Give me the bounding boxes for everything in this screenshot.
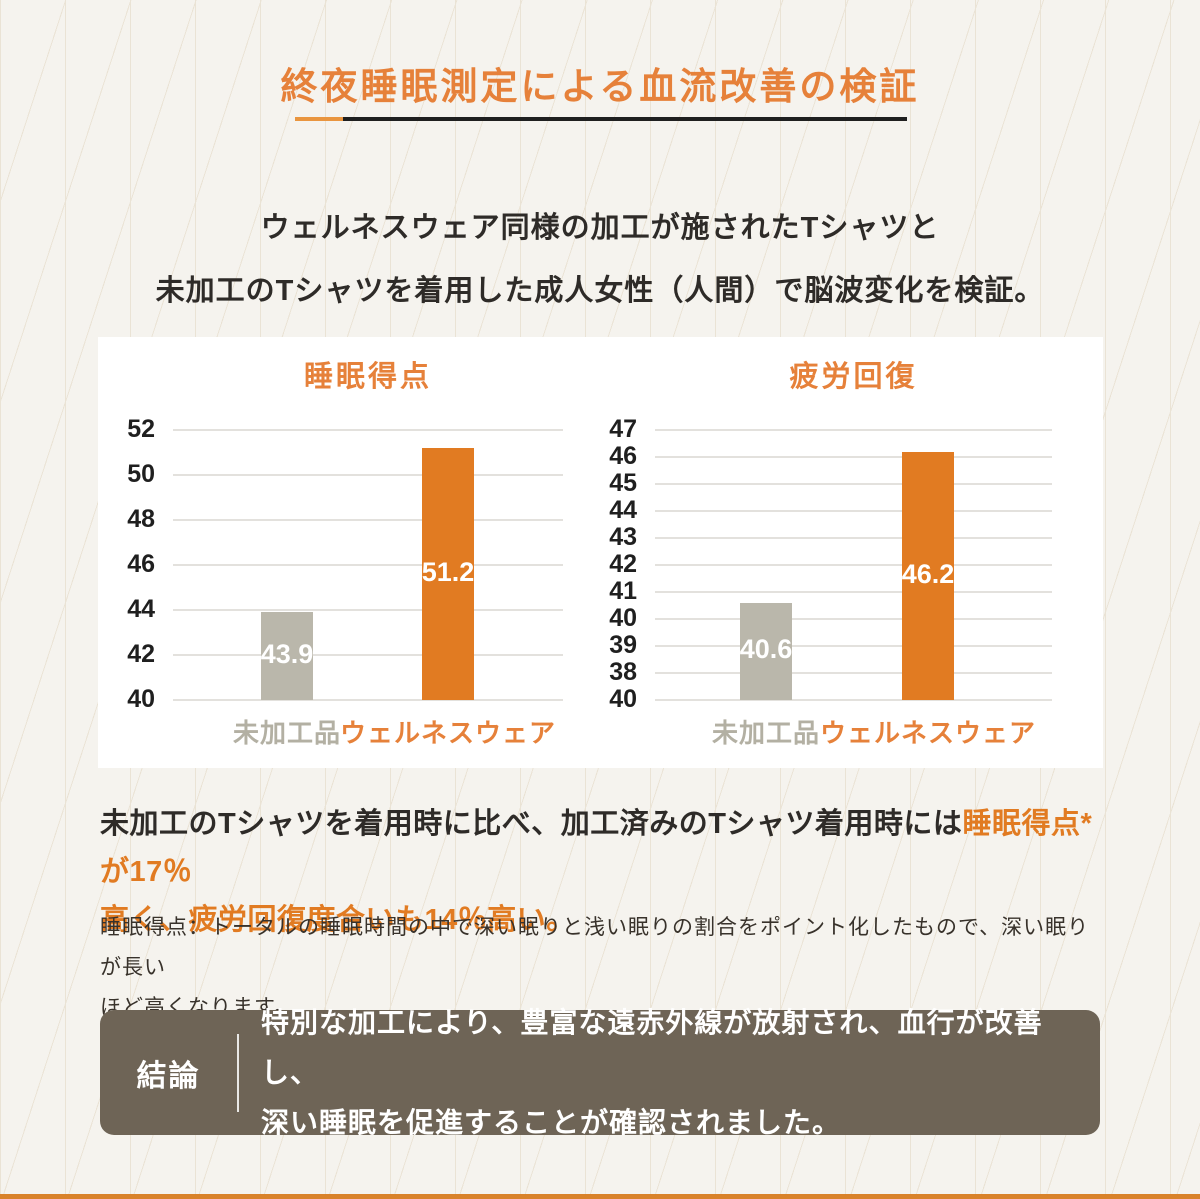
subtitle-line-2: 未加工のTシャツを着用した成人女性（人間）で脳波変化を検証。 bbox=[155, 275, 1045, 307]
y-axis-tick-label: 40 bbox=[609, 685, 637, 713]
y-axis-tick-label: 43 bbox=[609, 523, 637, 551]
y-axis-tick-label: 39 bbox=[609, 631, 637, 659]
y-axis-tick-label: 46 bbox=[127, 550, 155, 578]
conclusion-label: 結論 bbox=[136, 1059, 201, 1093]
results-line1-black: 未加工のTシャツを着用時に比べ、加工済みのTシャツ着用時には bbox=[100, 808, 963, 840]
category-label: ウェルネスウェア bbox=[339, 718, 556, 748]
y-axis-tick-label: 38 bbox=[609, 658, 637, 686]
y-axis-tick-label: 44 bbox=[127, 595, 155, 623]
bar bbox=[902, 451, 954, 700]
subtitle-line-1: ウェルネスウェア同様の加工が施されたTシャツと bbox=[260, 212, 940, 244]
gridline bbox=[655, 456, 1052, 458]
bar-value-label: 40.6 bbox=[739, 634, 793, 665]
chart-title: 疲労回復 bbox=[789, 361, 918, 393]
conclusion-line-1: 特別な加工により、豊富な遠赤外線が放射され、血行が改善し、 bbox=[261, 1006, 1043, 1088]
conclusion-divider bbox=[237, 1033, 239, 1112]
bottom-accent-bar bbox=[0, 1194, 1200, 1199]
gridline bbox=[173, 519, 563, 521]
bar-value-label: 43.9 bbox=[260, 639, 314, 670]
y-axis-tick-label: 44 bbox=[609, 496, 637, 524]
bar bbox=[261, 612, 313, 700]
category-label: 未加工品 bbox=[711, 718, 820, 748]
gridline bbox=[655, 483, 1052, 485]
gridline bbox=[173, 564, 563, 566]
gridline bbox=[173, 429, 563, 431]
y-axis-tick-label: 41 bbox=[609, 577, 637, 605]
y-axis-tick-label: 42 bbox=[127, 640, 155, 668]
page-title: 終夜睡眠測定による血流改善の検証 bbox=[280, 66, 920, 107]
gridline bbox=[655, 537, 1052, 539]
results-text: 未加工のTシャツを着用時に比べ、加工済みのTシャツ着用時には睡眠得点*が17％ … bbox=[100, 800, 1120, 944]
conclusion-line-2: 深い睡眠を促進することが確認されました。 bbox=[261, 1106, 842, 1138]
results-line-1: 未加工のTシャツを着用時に比べ、加工済みのTシャツ着用時には睡眠得点*が17％ bbox=[100, 800, 1120, 896]
gridline bbox=[655, 672, 1052, 674]
gridline bbox=[655, 618, 1052, 620]
results-line1-orange: 睡眠得点*が17％ bbox=[100, 808, 1093, 888]
bar bbox=[422, 448, 474, 700]
gridline bbox=[173, 654, 563, 656]
category-label: ウェルネスウェア bbox=[819, 718, 1036, 748]
y-axis-tick-label: 47 bbox=[609, 415, 637, 443]
footnote-line-1: 睡眠得点：トータルの睡眠時間の中で深い眠りと浅い眠りの割合をポイント化したもので… bbox=[100, 916, 1090, 979]
gridline bbox=[173, 699, 563, 701]
chart-sleep-score: 睡眠得点 52 50 48 46 44 42 40 43.9 未加工品 51.2 ウェルネスウェア bbox=[98, 337, 1103, 768]
y-axis-tick-label: 40 bbox=[609, 604, 637, 632]
y-axis-tick-label: 42 bbox=[609, 550, 637, 578]
y-axis-tick-label: 50 bbox=[127, 460, 155, 488]
gridline bbox=[655, 591, 1052, 593]
conclusion-text: 特別な加工により、豊富な遠赤外線が放射され、血行が改善し、 深い睡眠を促進するこ… bbox=[239, 998, 1100, 1148]
gridline bbox=[655, 699, 1052, 701]
gridline bbox=[655, 429, 1052, 431]
y-axis-tick-label: 40 bbox=[127, 685, 155, 713]
conclusion-box: 結論 特別な加工により、豊富な遠赤外線が放射され、血行が改善し、 深い睡眠を促進… bbox=[100, 1007, 1100, 1138]
chart-fatigue-recovery: 疲労回復 47 46 45 44 43 42 41 40 39 38 40 40.6 未加工品 46.2 ウェ… bbox=[98, 337, 1103, 768]
y-axis-tick-label: 46 bbox=[609, 442, 637, 470]
title-underline-accent bbox=[295, 117, 343, 121]
chart-panel: 睡眠得点 52 50 48 46 44 42 40 43.9 未加工品 51.2 ウェルネスウェア 疲… bbox=[98, 337, 1103, 768]
bar-value-label: 46.2 bbox=[901, 558, 955, 589]
y-axis-tick-label: 45 bbox=[609, 469, 637, 497]
bar-value-label: 51.2 bbox=[421, 557, 475, 587]
gridline bbox=[173, 609, 563, 611]
subtitle: ウェルネスウェア同様の加工が施されたTシャツと 未加工のTシャツを着用した成人女… bbox=[0, 197, 1200, 323]
chart-title: 睡眠得点 bbox=[303, 361, 432, 393]
gridline bbox=[655, 510, 1052, 512]
bar bbox=[740, 602, 792, 700]
y-axis-tick-label: 52 bbox=[127, 415, 155, 443]
title-underline bbox=[295, 117, 907, 121]
results-line-2: 高く、疲労回復度合いも14％高い。 bbox=[100, 904, 576, 936]
gridline bbox=[655, 645, 1052, 647]
gridline bbox=[173, 474, 563, 476]
gridline bbox=[655, 564, 1052, 566]
category-label: 未加工品 bbox=[232, 718, 341, 748]
y-axis-tick-label: 48 bbox=[127, 505, 155, 533]
